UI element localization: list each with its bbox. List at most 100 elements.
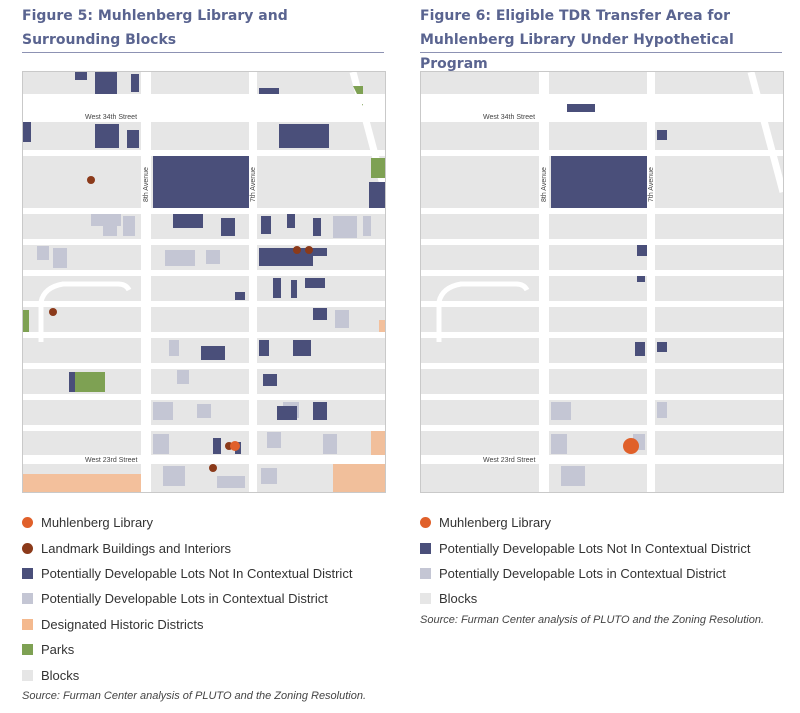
noncontextual-lot [293, 340, 311, 356]
7th-avenue [249, 72, 257, 492]
streets [23, 72, 385, 492]
noncontextual-lot [201, 346, 225, 360]
block [257, 156, 385, 208]
park-swatch-icon [22, 644, 33, 656]
figure-5-title-line1: Figure 5: Muhlenberg Library and [22, 8, 288, 24]
block [421, 156, 539, 208]
street [421, 363, 783, 369]
contextual-lot [551, 402, 571, 420]
block [655, 369, 783, 394]
block [421, 245, 539, 270]
contextual-lot [91, 214, 121, 226]
legend-label: Potentially Developable Lots Not In Cont… [439, 540, 751, 556]
street [421, 332, 783, 338]
block [549, 369, 647, 394]
street [23, 394, 385, 400]
muhlenberg-library-marker [230, 441, 240, 451]
block [655, 338, 783, 363]
block [257, 369, 385, 394]
noncontextual-lot [235, 292, 245, 300]
legend-label: Parks [41, 642, 75, 658]
contextual-swatch-icon [22, 593, 33, 605]
contextual-lot [561, 466, 585, 486]
legend-item: Designated Historic Districts [22, 612, 402, 637]
figure-5-map: West 34th Street West 23rd Street 8th Av… [22, 71, 386, 493]
street-label-w23: West 23rd Street [85, 457, 137, 464]
street [421, 425, 783, 431]
noncontextual-lot [291, 280, 297, 298]
street [23, 208, 385, 214]
legend-item: Potentially Developable Lots Not In Cont… [22, 561, 402, 586]
landmark-marker [209, 464, 217, 472]
block [151, 122, 249, 150]
historic-district [379, 320, 385, 332]
noncontextual-lot [637, 244, 647, 256]
block [655, 464, 783, 492]
8th-avenue [539, 72, 549, 492]
noncontextual-lot [287, 214, 295, 228]
contextual-lot [153, 402, 173, 420]
landmark-marker [293, 246, 301, 254]
street-label-7th: 7th Avenue [648, 167, 655, 202]
legend-item: Potentially Developable Lots Not In Cont… [420, 535, 800, 560]
street-label-8th: 8th Avenue [541, 167, 548, 202]
figure-5: Figure 5: Muhlenberg Library and Surroun… [22, 0, 387, 702]
legend-label: Potentially Developable Lots Not In Cont… [41, 565, 353, 581]
street [23, 332, 385, 338]
noncontextual-lot [259, 340, 269, 356]
noncontextual-lot [313, 308, 327, 320]
contextual-lots [551, 200, 667, 486]
contextual-lot [363, 216, 371, 236]
library-block-lot [551, 156, 647, 208]
contextual-lot [153, 434, 169, 454]
noncontextual-lot [567, 102, 595, 112]
block-grid [421, 72, 783, 492]
street-label-w23: West 23rd Street [483, 457, 535, 464]
contextual-lot [261, 468, 277, 484]
noncontextual-lot [75, 72, 87, 80]
street [23, 425, 385, 431]
7th-avenue [647, 72, 655, 492]
west-34th-street [421, 112, 783, 122]
block [655, 400, 783, 425]
legend-label: Potentially Developable Lots in Contextu… [439, 565, 726, 581]
park [23, 310, 29, 332]
west-34th-street [23, 112, 385, 122]
contextual-lot [53, 248, 67, 268]
historic-swatch-icon [22, 618, 33, 630]
contextual-lot [165, 250, 195, 266]
legend-item: Blocks [420, 586, 800, 611]
figure-6-source: Source: Furman Center analysis of PLUTO … [420, 613, 765, 626]
legend-label: Muhlenberg Library [41, 515, 154, 531]
block [151, 307, 249, 332]
block [151, 338, 249, 363]
block [549, 276, 647, 301]
noncontextual-lot [23, 122, 31, 142]
street [421, 239, 783, 245]
block [655, 214, 783, 239]
figure-5-divider [22, 52, 384, 53]
street [421, 150, 783, 156]
legend-item: Potentially Developable Lots in Contextu… [22, 586, 402, 611]
street [421, 94, 783, 104]
legend-item: Blocks [22, 662, 402, 687]
block [549, 72, 647, 94]
street [23, 301, 385, 307]
block [655, 276, 783, 301]
block [421, 400, 539, 425]
contextual-lot [323, 434, 337, 454]
contextual-lot [551, 434, 567, 454]
block [655, 72, 783, 94]
landmark-marker [49, 308, 57, 316]
broadway-road [747, 72, 783, 193]
block [549, 245, 647, 270]
figure-6: Figure 6: Eligible TDR Transfer Area for… [420, 0, 785, 626]
noncontextual-lot [221, 218, 235, 236]
block [151, 72, 249, 94]
block [23, 431, 141, 455]
contextual-lot [333, 216, 357, 238]
legend-item: Muhlenberg Library [420, 510, 800, 535]
contextual-lot [169, 340, 179, 356]
block [421, 214, 539, 239]
street [23, 239, 385, 245]
